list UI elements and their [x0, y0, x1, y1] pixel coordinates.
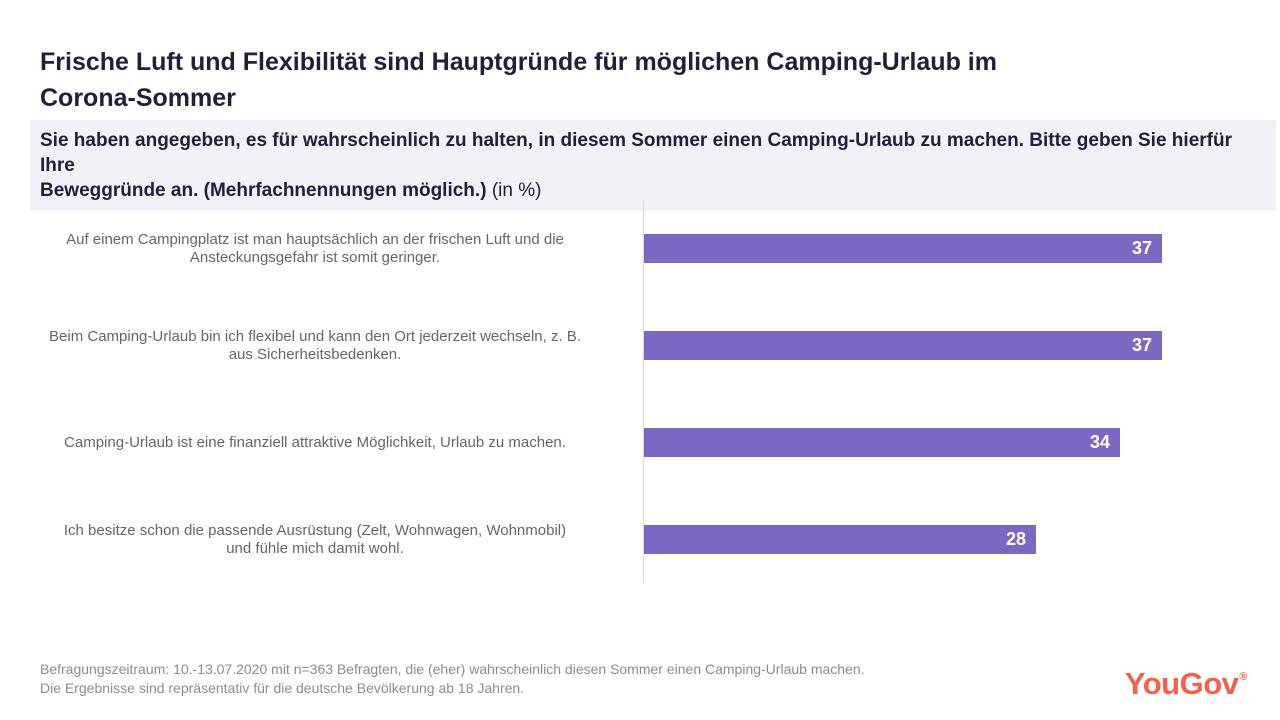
bar-chart: Auf einem Campingplatz ist man hauptsäch…	[0, 200, 1280, 588]
yougov-logo-text: YouGov	[1124, 666, 1239, 701]
bar-track: 37	[630, 331, 1280, 360]
unit-note: (in %)	[491, 180, 542, 201]
category-label: Camping-Urlaub ist eine finanziell attra…	[64, 433, 566, 451]
footnote-line2: Die Ergebnisse sind repräsentativ für di…	[40, 680, 525, 696]
registered-trademark-icon: ®	[1239, 671, 1247, 683]
bar-value-label: 28	[1005, 529, 1026, 549]
bar-value-label: 37	[1131, 238, 1152, 258]
bar-value-label: 34	[1089, 432, 1110, 452]
question-text: Sie haben angegeben, es für wahrscheinli…	[40, 130, 1232, 201]
bar-value-label: 37	[1131, 335, 1152, 355]
bar: 37	[644, 331, 1162, 360]
yougov-logo: YouGov®	[1124, 666, 1248, 702]
chart-row: Beim Camping-Urlaub bin ich flexibel und…	[0, 297, 1280, 394]
category-label: Auf einem Campingplatz ist man hauptsäch…	[66, 230, 564, 266]
bar-track: 34	[630, 428, 1280, 457]
footnote-line1: Befragungszeitraum: 10.-13.07.2020 mit n…	[40, 661, 865, 677]
bar: 37	[644, 234, 1162, 263]
category-label: Beim Camping-Urlaub bin ich flexibel und…	[49, 327, 581, 363]
chart-rows: Auf einem Campingplatz ist man hauptsäch…	[0, 200, 1280, 588]
chart-row: Camping-Urlaub ist eine finanziell attra…	[0, 394, 1280, 491]
page-title: Frische Luft und Flexibilität sind Haupt…	[40, 48, 997, 112]
chart-row: Auf einem Campingplatz ist man hauptsäch…	[0, 200, 1280, 297]
bar-track: 28	[630, 525, 1280, 554]
chart-row: Ich besitze schon die passende Ausrüstun…	[0, 491, 1280, 588]
axis-baseline	[643, 200, 644, 583]
bar: 28	[644, 525, 1036, 554]
footnote: Befragungszeitraum: 10.-13.07.2020 mit n…	[40, 660, 865, 698]
bar-track: 37	[630, 234, 1280, 263]
category-label: Ich besitze schon die passende Ausrüstun…	[63, 521, 567, 557]
question-box: Sie haben angegeben, es für wahrscheinli…	[30, 120, 1276, 211]
bar: 34	[644, 428, 1120, 457]
